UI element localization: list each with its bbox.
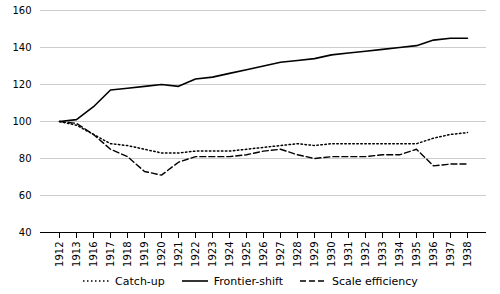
svg-text:1930: 1930	[326, 242, 337, 267]
svg-text:40: 40	[19, 227, 32, 238]
svg-text:1918: 1918	[122, 242, 133, 267]
svg-text:1913: 1913	[71, 242, 82, 267]
svg-text:1933: 1933	[377, 242, 388, 267]
svg-text:1936: 1936	[428, 242, 439, 267]
svg-text:1921: 1921	[173, 242, 184, 267]
svg-text:140: 140	[12, 42, 31, 53]
svg-text:1935: 1935	[411, 242, 422, 267]
svg-text:1922: 1922	[190, 242, 201, 267]
svg-text:1916: 1916	[88, 242, 99, 267]
svg-text:1932: 1932	[360, 242, 371, 267]
svg-text:1934: 1934	[394, 242, 405, 267]
svg-text:1929: 1929	[309, 242, 320, 267]
svg-text:160: 160	[12, 5, 31, 16]
svg-text:1927: 1927	[275, 242, 286, 267]
svg-text:1912: 1912	[54, 242, 65, 267]
svg-text:1923: 1923	[207, 242, 218, 267]
svg-text:1919: 1919	[139, 242, 150, 267]
svg-text:60: 60	[19, 190, 32, 201]
svg-text:1920: 1920	[156, 242, 167, 267]
svg-text:1925: 1925	[241, 242, 252, 267]
html-text:Scale efficiency: Scale efficiency	[332, 274, 418, 288]
svg-text:1917: 1917	[105, 242, 116, 267]
svg-text:1937: 1937	[445, 242, 456, 267]
svg-text:1926: 1926	[258, 242, 269, 267]
svg-text:100: 100	[12, 116, 31, 127]
svg-text:1938: 1938	[462, 242, 473, 267]
svg-text:80: 80	[19, 153, 32, 164]
svg-text:1924: 1924	[224, 242, 235, 267]
html-text:Frontier-shift: Frontier-shift	[213, 274, 283, 288]
svg-text:1931: 1931	[343, 242, 354, 267]
svg-text:120: 120	[12, 79, 31, 90]
svg-text:1928: 1928	[292, 242, 303, 267]
html-text:Catch-up: Catch-up	[115, 274, 165, 288]
